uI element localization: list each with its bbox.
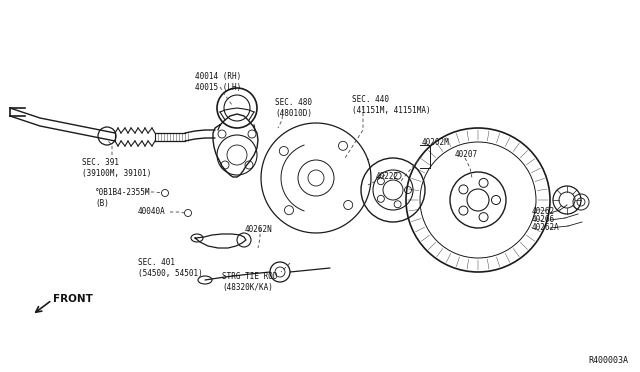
Text: 40014 (RH)
40015 (LH): 40014 (RH) 40015 (LH)	[195, 72, 241, 93]
Text: 40202M: 40202M	[422, 138, 450, 147]
Text: R400003A: R400003A	[588, 356, 628, 365]
Text: 40262N: 40262N	[245, 225, 273, 234]
Text: 40222: 40222	[376, 172, 399, 181]
Text: 40262: 40262	[532, 207, 555, 216]
Text: SEC. 480
(48010D): SEC. 480 (48010D)	[275, 98, 312, 118]
Text: SEC. 440
(41151M, 41151MA): SEC. 440 (41151M, 41151MA)	[352, 95, 431, 115]
Text: SEC. 391
(39100M, 39101): SEC. 391 (39100M, 39101)	[82, 158, 152, 179]
Text: 40207: 40207	[455, 150, 478, 159]
Text: °0B1B4-2355M
(B): °0B1B4-2355M (B)	[95, 188, 150, 208]
Text: 40266: 40266	[532, 215, 555, 224]
Text: 40040A: 40040A	[138, 207, 166, 216]
Text: SEC. 401
(54500, 54501): SEC. 401 (54500, 54501)	[138, 258, 203, 279]
Text: STRG TIE ROD
(48320K/KA): STRG TIE ROD (48320K/KA)	[222, 272, 278, 292]
Text: 40262A: 40262A	[532, 223, 560, 232]
Text: FRONT: FRONT	[53, 294, 93, 304]
